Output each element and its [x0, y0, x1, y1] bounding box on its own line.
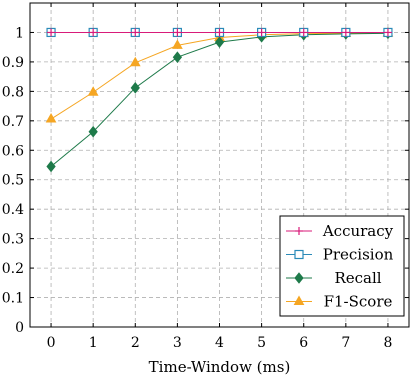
- y-tick-label: 0.2: [2, 261, 24, 277]
- legend-swatch-f1-score: [293, 295, 305, 305]
- axis-ticks: [30, 3, 409, 328]
- y-tick-label: 0.5: [2, 173, 24, 189]
- accuracy-point: [89, 28, 98, 37]
- x-tick-label: 7: [341, 335, 350, 351]
- f1-score-point: [87, 86, 99, 96]
- legend-swatch-precision: [294, 249, 304, 260]
- recall-point: [46, 160, 56, 173]
- x-tick-label: 0: [47, 335, 56, 351]
- f1-score-point: [45, 113, 57, 123]
- y-tick-label: 0: [15, 320, 24, 336]
- y-tick-label: 1: [15, 25, 24, 41]
- x-axis-label: Time-Window (ms): [149, 358, 291, 376]
- legend-label-f1-score: F1-Score: [324, 293, 393, 311]
- f1-score-point: [172, 39, 183, 49]
- y-tick-label: 0.6: [2, 143, 24, 159]
- y-tick-label: 0.1: [2, 291, 24, 307]
- x-tick-label: 6: [299, 335, 308, 351]
- legend-swatch-recall: [294, 272, 304, 284]
- x-tick-label: 1: [89, 335, 98, 351]
- accuracy-point: [215, 28, 224, 37]
- accuracy-point: [299, 28, 308, 37]
- x-tick-label: 2: [131, 335, 140, 351]
- series-layer: [45, 27, 394, 173]
- f1-score-point: [129, 56, 141, 67]
- accuracy-series: [47, 28, 392, 37]
- legend-swatch-accuracy: [295, 227, 303, 235]
- legend-label-precision: Precision: [323, 246, 394, 264]
- legend: Accuracy Precision Recall F1-Score: [279, 215, 405, 317]
- accuracy-point: [257, 28, 266, 37]
- legend-box: [279, 215, 405, 317]
- accuracy-point: [173, 28, 182, 37]
- y-tick-label: 0.4: [2, 202, 24, 218]
- y-tick-label: 0.3: [2, 232, 24, 248]
- accuracy-point: [131, 28, 140, 37]
- accuracy-point: [47, 28, 56, 37]
- recall-point: [172, 51, 183, 63]
- x-tick-label: 8: [383, 335, 392, 351]
- y-tick-label: 0.7: [2, 114, 24, 130]
- legend-label-recall: Recall: [334, 269, 381, 287]
- y-tick-label: 0.8: [2, 84, 24, 100]
- x-tick-label: 4: [215, 335, 224, 351]
- recall-point: [214, 36, 225, 48]
- y-tick-label: 0.9: [2, 55, 24, 71]
- recall-point: [88, 125, 98, 138]
- accuracy-point: [383, 28, 392, 37]
- x-tick-label: 3: [173, 335, 182, 351]
- recall-point: [130, 82, 140, 94]
- accuracy-point: [341, 28, 350, 37]
- legend-label-accuracy: Accuracy: [322, 222, 394, 240]
- x-tick-label: 5: [257, 335, 266, 351]
